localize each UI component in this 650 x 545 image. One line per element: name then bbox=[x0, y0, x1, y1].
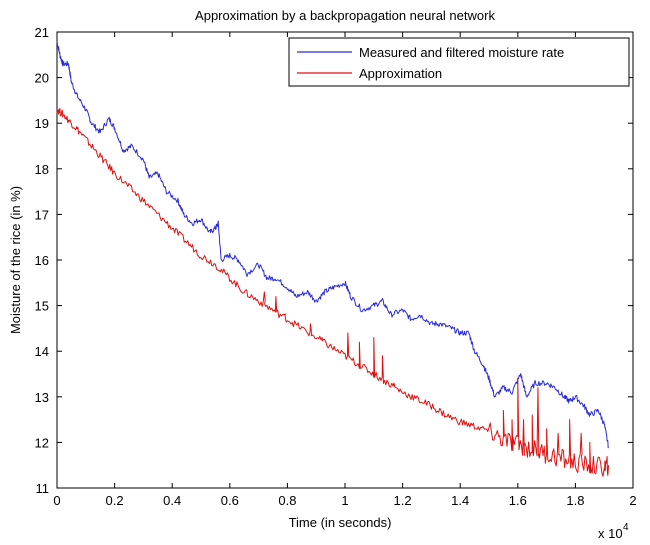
x-axis-label: Time (in seconds) bbox=[289, 515, 392, 530]
x-tick-label: 0.6 bbox=[221, 493, 239, 508]
x-tick-label: 1.8 bbox=[566, 493, 584, 508]
series-line-approximation bbox=[56, 107, 610, 477]
x-tick-label: 0.4 bbox=[163, 493, 181, 508]
x-tick-label: 1.4 bbox=[451, 493, 469, 508]
legend-box bbox=[288, 37, 630, 87]
series-layer bbox=[56, 41, 610, 477]
x-tick-label: 1.2 bbox=[394, 493, 412, 508]
y-tick-label: 19 bbox=[35, 116, 49, 131]
plot-area bbox=[56, 31, 634, 489]
y-axis-label: Moisture of the rice (in %) bbox=[8, 186, 23, 334]
y-tick-label: 21 bbox=[35, 25, 49, 40]
x-tick-label: 0.8 bbox=[278, 493, 296, 508]
x-tick-label: 1.6 bbox=[509, 493, 527, 508]
legend-label-approximation: Approximation bbox=[359, 66, 442, 81]
y-tick-label: 13 bbox=[35, 390, 49, 405]
y-tick-label: 20 bbox=[35, 71, 49, 86]
x-tick-label: 2 bbox=[629, 493, 636, 508]
x-tick-label: 1 bbox=[341, 493, 348, 508]
x-axis-ticks: 0 0.2 0.4 0.6 0.8 1 1.2 1.4 1.6 1.8 2 bbox=[53, 32, 637, 508]
x-multiplier-text: x 10 bbox=[598, 526, 623, 541]
chart-title: Approximation by a backpropagation neura… bbox=[195, 8, 495, 23]
y-tick-label: 18 bbox=[35, 162, 49, 177]
legend: Measured and filtered moisture rate Appr… bbox=[288, 37, 630, 87]
x-multiplier-exponent: 4 bbox=[623, 522, 629, 533]
y-tick-label: 14 bbox=[35, 344, 49, 359]
legend-label-measured: Measured and filtered moisture rate bbox=[359, 45, 564, 60]
y-tick-label: 16 bbox=[35, 253, 49, 268]
y-tick-label: 17 bbox=[35, 207, 49, 222]
x-axis-multiplier: x 10 4 bbox=[598, 522, 629, 541]
y-tick-label: 12 bbox=[35, 435, 49, 450]
y-tick-label: 11 bbox=[36, 481, 50, 496]
y-axis-ticks: 11 12 13 14 15 16 17 18 19 20 21 bbox=[35, 25, 633, 496]
x-tick-label: 0.2 bbox=[106, 493, 124, 508]
plot-frame bbox=[56, 31, 634, 489]
series-line-measured bbox=[56, 41, 609, 449]
x-tick-label: 0 bbox=[53, 493, 60, 508]
y-tick-label: 15 bbox=[35, 299, 49, 314]
